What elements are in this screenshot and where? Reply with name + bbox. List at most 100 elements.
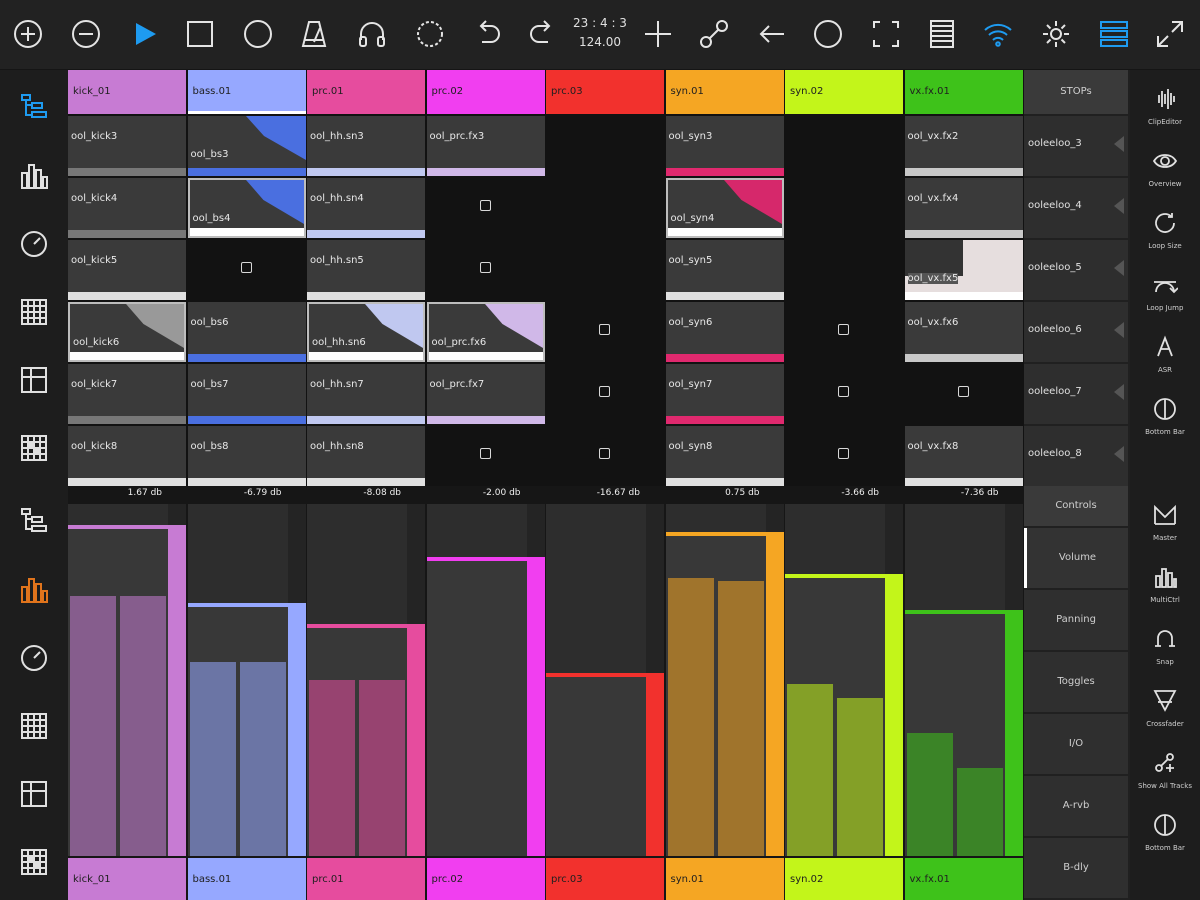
clip-cell[interactable]: ool_vx.fx4 xyxy=(904,178,1023,238)
clip-cell[interactable]: ool_bs6 xyxy=(187,302,306,362)
clip-cell[interactable]: ool_hh.sn7 xyxy=(307,364,425,424)
mixer-strip[interactable]: -2.00 db prc.02 xyxy=(426,486,545,900)
right-sidebar-button[interactable]: Snap xyxy=(1130,618,1200,678)
mixer-control-tab[interactable]: B-dly xyxy=(1024,838,1128,898)
track-header[interactable]: bass.01 xyxy=(187,70,306,114)
clip-cell[interactable]: ool_syn6 xyxy=(665,302,784,362)
track-header[interactable]: syn.02 xyxy=(785,70,903,114)
sequencer-icon[interactable] xyxy=(16,844,52,880)
clip[interactable]: ool_hh.sn5 xyxy=(307,240,425,300)
stop-icon[interactable] xyxy=(180,14,220,54)
track-header[interactable]: prc.02 xyxy=(426,70,545,114)
empty-slot[interactable] xyxy=(546,426,664,486)
right-sidebar-button[interactable]: Show All Tracks xyxy=(1130,742,1200,802)
empty-slot[interactable] xyxy=(785,364,903,424)
fader-handle[interactable] xyxy=(68,525,186,530)
grid-icon[interactable] xyxy=(16,776,52,812)
remove-icon[interactable] xyxy=(66,14,106,54)
clip-cell[interactable]: ool_bs4 xyxy=(187,178,306,238)
clip[interactable]: ool_vx.fx8 xyxy=(904,426,1023,486)
clip[interactable]: ool_hh.sn4 xyxy=(307,178,425,238)
clip-cell[interactable]: ool_bs8 xyxy=(187,426,306,486)
fullscreen-select-icon[interactable] xyxy=(866,14,906,54)
clip[interactable]: ool_kick4 xyxy=(68,178,186,238)
clip-cell[interactable]: ool_hh.sn4 xyxy=(307,178,425,238)
mixer-strip[interactable]: -16.67 db prc.03 xyxy=(546,486,664,900)
scene-launch[interactable]: ooleeloo_3 xyxy=(1024,116,1128,176)
right-sidebar-button[interactable]: Overview xyxy=(1130,140,1200,200)
right-sidebar-button[interactable]: ClipEditor xyxy=(1130,78,1200,138)
right-sidebar-button[interactable]: Master xyxy=(1130,494,1200,554)
clip-cell[interactable] xyxy=(546,178,664,238)
right-sidebar-button[interactable]: Loop Size xyxy=(1130,202,1200,262)
mixer-control-tab[interactable]: A-rvb xyxy=(1024,776,1128,836)
clip[interactable]: ool_syn8 xyxy=(665,426,784,486)
clip-cell[interactable]: ool_hh.sn3 xyxy=(307,116,425,176)
clip-cell[interactable] xyxy=(785,116,903,176)
clip-cell[interactable] xyxy=(785,240,903,300)
clip-cell[interactable]: ool_bs3 xyxy=(187,116,306,176)
track-header[interactable]: syn.01 xyxy=(665,70,784,114)
clip[interactable]: ool_syn6 xyxy=(665,302,784,362)
clip-cell[interactable] xyxy=(426,178,545,238)
clip-cell[interactable]: ool_syn8 xyxy=(665,426,784,486)
menu-icon[interactable] xyxy=(1094,14,1134,54)
clip-cell[interactable] xyxy=(426,426,545,486)
clip-cell[interactable] xyxy=(785,178,903,238)
clip[interactable]: ool_syn7 xyxy=(665,364,784,424)
clip[interactable]: ool_hh.sn3 xyxy=(307,116,425,176)
clip[interactable]: ool_hh.sn6 xyxy=(307,302,425,362)
play-icon[interactable] xyxy=(124,14,164,54)
clip-cell[interactable] xyxy=(785,426,903,486)
clip-cell[interactable]: ool_vx.fx8 xyxy=(904,426,1023,486)
scene-launch[interactable]: ooleeloo_8 xyxy=(1024,426,1128,486)
empty-slot[interactable] xyxy=(426,178,545,238)
mixer-icon[interactable] xyxy=(16,572,52,608)
mixer-strip[interactable]: 1.67 db kick_01 xyxy=(68,486,186,900)
clip-cell[interactable]: ool_prc.fx7 xyxy=(426,364,545,424)
clip[interactable]: ool_bs4 xyxy=(187,178,306,238)
mixer-strip[interactable]: 0.75 db syn.01 xyxy=(665,486,784,900)
metronome-icon[interactable] xyxy=(294,14,334,54)
stop-all-button[interactable]: STOPs xyxy=(1024,70,1128,114)
clip-cell[interactable] xyxy=(546,302,664,362)
right-sidebar-button[interactable]: Bottom Bar xyxy=(1130,388,1200,448)
wifi-icon[interactable] xyxy=(978,14,1018,54)
clip-cell[interactable] xyxy=(546,426,664,486)
empty-slot[interactable] xyxy=(426,426,545,486)
clip-cell[interactable]: ool_hh.sn5 xyxy=(307,240,425,300)
mixer-strip[interactable]: -3.66 db syn.02 xyxy=(785,486,903,900)
fader-handle[interactable] xyxy=(187,602,306,607)
clip[interactable]: ool_vx.fx4 xyxy=(904,178,1023,238)
clip-cell[interactable]: ool_syn4 xyxy=(665,178,784,238)
mixer-track-name[interactable]: kick_01 xyxy=(68,858,186,900)
clip-cell[interactable] xyxy=(546,364,664,424)
undo-icon[interactable] xyxy=(468,14,508,54)
empty-slot[interactable] xyxy=(785,426,903,486)
clip-cell[interactable]: ool_kick5 xyxy=(68,240,186,300)
clip-cell[interactable]: ool_syn5 xyxy=(665,240,784,300)
back-arrow-icon[interactable] xyxy=(752,14,792,54)
right-sidebar-button[interactable]: ASR xyxy=(1130,326,1200,386)
clip[interactable]: ool_syn4 xyxy=(665,178,784,238)
add-icon[interactable] xyxy=(8,14,48,54)
clip-cell[interactable]: ool_kick6 xyxy=(68,302,186,362)
drum-pads-icon[interactable] xyxy=(16,708,52,744)
track-header[interactable]: prc.01 xyxy=(307,70,425,114)
empty-slot[interactable] xyxy=(546,364,664,424)
right-sidebar-button[interactable]: Crossfader xyxy=(1130,680,1200,740)
fader-handle[interactable] xyxy=(665,532,784,537)
list-icon[interactable] xyxy=(922,14,962,54)
clip[interactable]: ool_hh.sn8 xyxy=(307,426,425,486)
mixer-control-tab[interactable]: I/O xyxy=(1024,714,1128,774)
empty-slot[interactable] xyxy=(426,240,545,300)
clip-cell[interactable]: ool_kick3 xyxy=(68,116,186,176)
clip-cell[interactable]: ool_kick8 xyxy=(68,426,186,486)
mixer-track-name[interactable]: syn.01 xyxy=(665,858,784,900)
session-icon[interactable] xyxy=(16,502,52,538)
scene-launch[interactable]: ooleeloo_4 xyxy=(1024,178,1128,238)
right-sidebar-button[interactable]: Loop Jump xyxy=(1130,264,1200,324)
track-header[interactable]: prc.03 xyxy=(546,70,664,114)
clip-cell[interactable]: ool_hh.sn8 xyxy=(307,426,425,486)
clip-cell[interactable] xyxy=(546,240,664,300)
